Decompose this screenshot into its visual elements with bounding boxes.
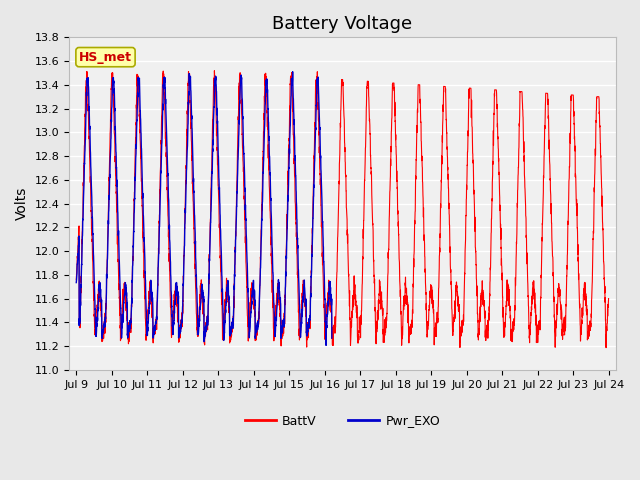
Text: HS_met: HS_met	[79, 50, 132, 64]
Legend: BattV, Pwr_EXO: BattV, Pwr_EXO	[239, 409, 445, 432]
Y-axis label: Volts: Volts	[15, 187, 29, 220]
Title: Battery Voltage: Battery Voltage	[273, 15, 413, 33]
